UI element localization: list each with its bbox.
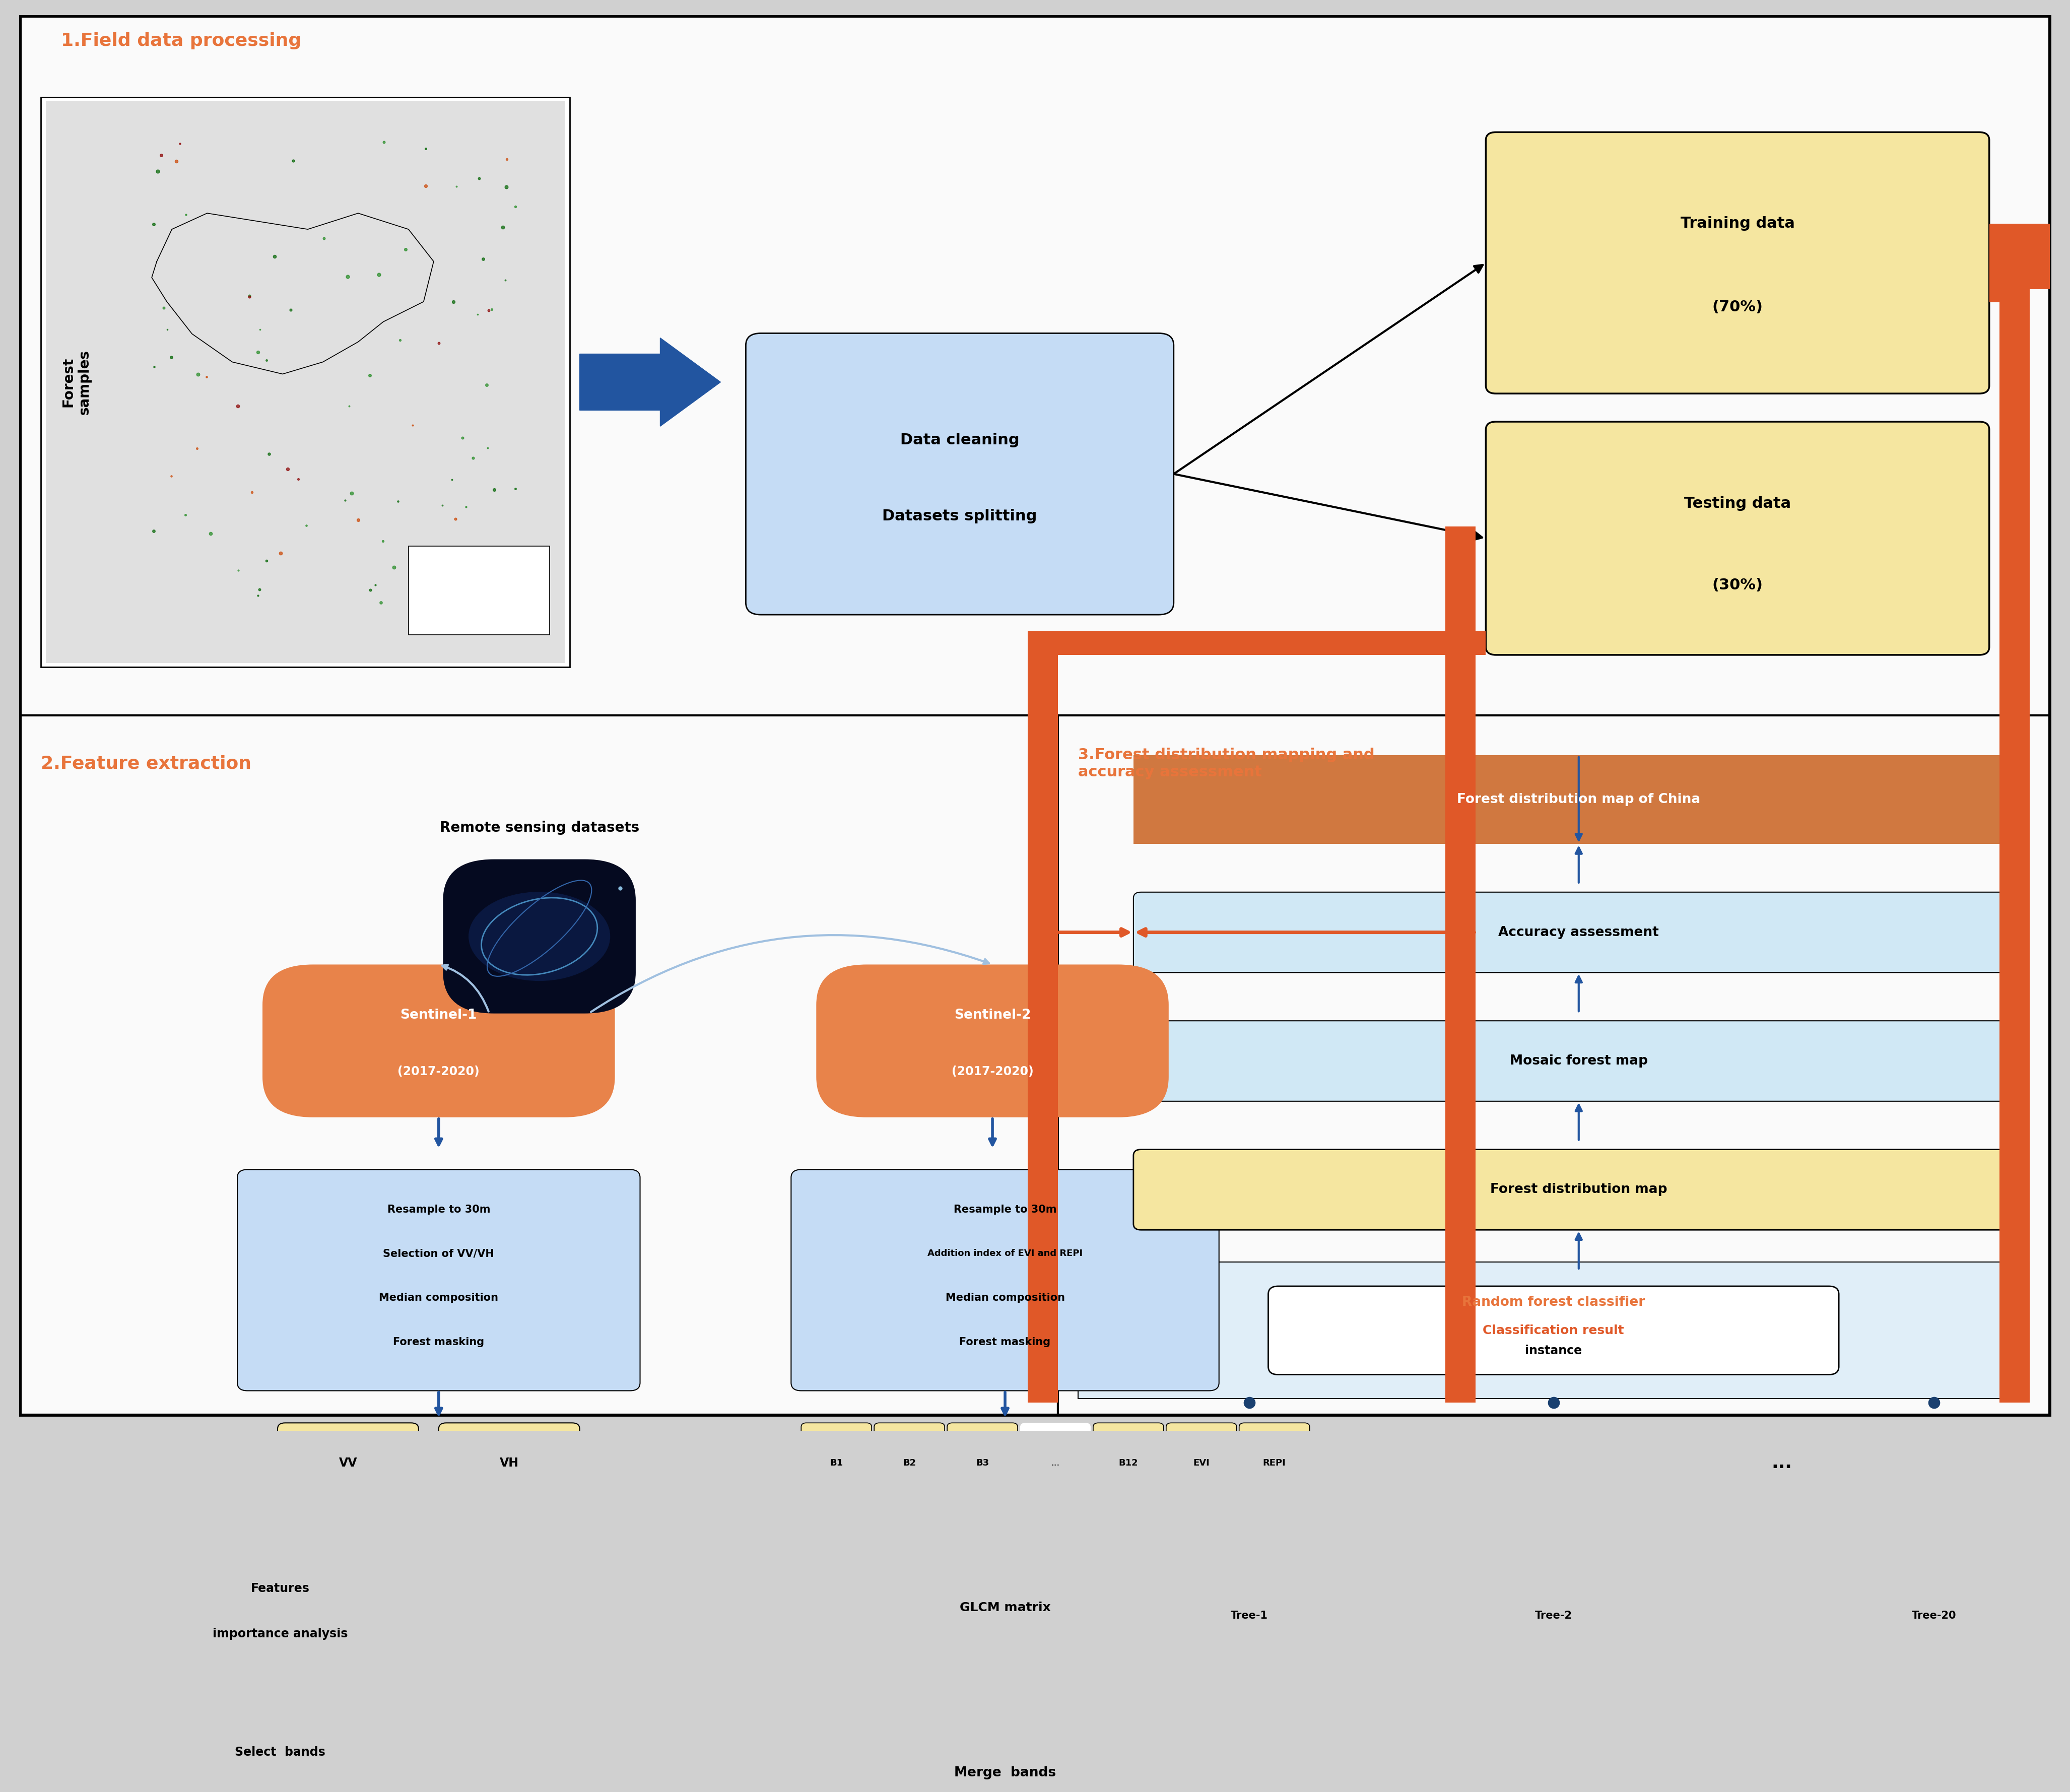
FancyBboxPatch shape	[791, 1543, 1219, 1672]
Text: Training data: Training data	[1681, 217, 1795, 231]
Bar	[41, 97, 569, 667]
Text: GLCM matrix: GLCM matrix	[960, 1602, 1052, 1615]
Bar	[21, 16, 2049, 715]
Text: ...: ...	[1052, 1459, 1060, 1468]
Text: Tree-1: Tree-1	[1230, 1611, 1267, 1622]
Text: Features: Features	[250, 1582, 310, 1595]
Text: Sentinel-2: Sentinel-2	[954, 1009, 1031, 1021]
Text: (30%): (30%)	[1712, 577, 1764, 591]
Text: Select  bands: Select bands	[234, 1745, 325, 1758]
Text: 2.Feature extraction: 2.Feature extraction	[41, 754, 253, 772]
FancyBboxPatch shape	[41, 1713, 520, 1792]
Text: B2: B2	[903, 1459, 915, 1468]
Text: Classification result: Classification result	[1482, 1324, 1625, 1337]
Ellipse shape	[470, 892, 611, 980]
Bar	[2000, 263, 2029, 1403]
Text: Forest distribution map of China: Forest distribution map of China	[1457, 794, 1699, 806]
Text: (2017-2020): (2017-2020)	[397, 1066, 480, 1077]
Text: Accuracy assessment: Accuracy assessment	[1499, 926, 1658, 939]
FancyBboxPatch shape	[263, 964, 615, 1116]
Text: Median composition: Median composition	[379, 1292, 499, 1303]
Text: Remote sensing datasets: Remote sensing datasets	[439, 821, 640, 835]
FancyBboxPatch shape	[948, 1423, 1018, 1503]
Text: B3: B3	[975, 1459, 989, 1468]
Text: Tree-2: Tree-2	[1534, 1611, 1573, 1622]
FancyBboxPatch shape	[1486, 421, 1989, 654]
Text: (70%): (70%)	[1712, 299, 1764, 315]
Text: VV: VV	[339, 1457, 358, 1469]
Bar	[408, 547, 549, 634]
FancyBboxPatch shape	[238, 1170, 640, 1391]
Text: Forest masking: Forest masking	[393, 1337, 484, 1348]
FancyBboxPatch shape	[439, 1423, 580, 1503]
Text: Mosaic forest map: Mosaic forest map	[1509, 1054, 1648, 1068]
Text: 3.Forest distribution mapping and
accuracy assessment: 3.Forest distribution mapping and accura…	[1078, 747, 1374, 780]
FancyBboxPatch shape	[1240, 1423, 1310, 1503]
Text: VH: VH	[499, 1457, 520, 1469]
FancyBboxPatch shape	[1021, 1423, 1091, 1503]
Bar	[1989, 224, 2020, 303]
FancyBboxPatch shape	[791, 1713, 1219, 1792]
FancyBboxPatch shape	[1134, 892, 2024, 973]
FancyBboxPatch shape	[41, 1543, 520, 1672]
Bar	[1058, 715, 2049, 1416]
Bar	[21, 715, 1058, 1416]
Bar	[1989, 224, 2049, 289]
FancyBboxPatch shape	[791, 1170, 1219, 1391]
Text: Forest masking: Forest masking	[958, 1337, 1052, 1348]
Text: Testing data: Testing data	[1685, 496, 1791, 511]
FancyBboxPatch shape	[745, 333, 1174, 615]
Bar	[1027, 643, 1058, 1403]
Text: instance: instance	[1526, 1344, 1581, 1357]
FancyBboxPatch shape	[277, 1423, 418, 1503]
FancyBboxPatch shape	[443, 860, 635, 1012]
Text: EVI: EVI	[1192, 1459, 1209, 1468]
Bar	[1219, 1772, 2029, 1792]
Text: Resample to 30m: Resample to 30m	[387, 1204, 491, 1215]
FancyBboxPatch shape	[1165, 1423, 1236, 1503]
Text: Datasets splitting: Datasets splitting	[882, 509, 1037, 523]
Text: REPI: REPI	[1263, 1459, 1285, 1468]
Text: Random forest classifier: Random forest classifier	[1461, 1296, 1646, 1308]
Text: Merge  bands: Merge bands	[954, 1767, 1056, 1779]
Text: Data cleaning: Data cleaning	[900, 434, 1018, 448]
Text: B1: B1	[830, 1459, 842, 1468]
FancyBboxPatch shape	[1486, 133, 1989, 394]
Text: ...: ...	[1772, 1455, 1793, 1471]
Text: Sentinel-1: Sentinel-1	[400, 1009, 476, 1021]
Text: Forest distribution map: Forest distribution map	[1490, 1183, 1666, 1197]
FancyBboxPatch shape	[1134, 1149, 2024, 1229]
Text: importance analysis: importance analysis	[213, 1627, 348, 1640]
Text: (2017-2020): (2017-2020)	[952, 1066, 1033, 1077]
Bar	[1078, 1262, 2029, 1400]
FancyBboxPatch shape	[874, 1423, 944, 1503]
Bar	[1989, 224, 2029, 303]
Bar	[46, 100, 565, 663]
Text: Resample to 30m: Resample to 30m	[954, 1204, 1056, 1215]
FancyBboxPatch shape	[1134, 1021, 2024, 1102]
Text: 1.Field data processing: 1.Field data processing	[62, 32, 302, 50]
Text: Selection of VV/VH: Selection of VV/VH	[383, 1249, 495, 1258]
Text: Addition index of EVI and REPI: Addition index of EVI and REPI	[927, 1249, 1083, 1258]
Text: Forest
samples: Forest samples	[60, 349, 91, 414]
FancyBboxPatch shape	[1269, 1287, 1838, 1374]
FancyBboxPatch shape	[801, 1423, 871, 1503]
Bar	[1445, 527, 1476, 654]
FancyArrow shape	[580, 339, 720, 426]
Bar	[1445, 654, 1476, 1403]
Bar	[1027, 631, 1486, 654]
Bar	[1134, 756, 2024, 844]
FancyBboxPatch shape	[816, 964, 1170, 1116]
Bar	[1445, 550, 1476, 1403]
Text: B12: B12	[1118, 1459, 1139, 1468]
FancyBboxPatch shape	[1093, 1423, 1163, 1503]
Text: Tree-20: Tree-20	[1911, 1611, 1956, 1622]
Text: Median composition: Median composition	[946, 1292, 1064, 1303]
Bar	[1072, 1767, 1219, 1790]
